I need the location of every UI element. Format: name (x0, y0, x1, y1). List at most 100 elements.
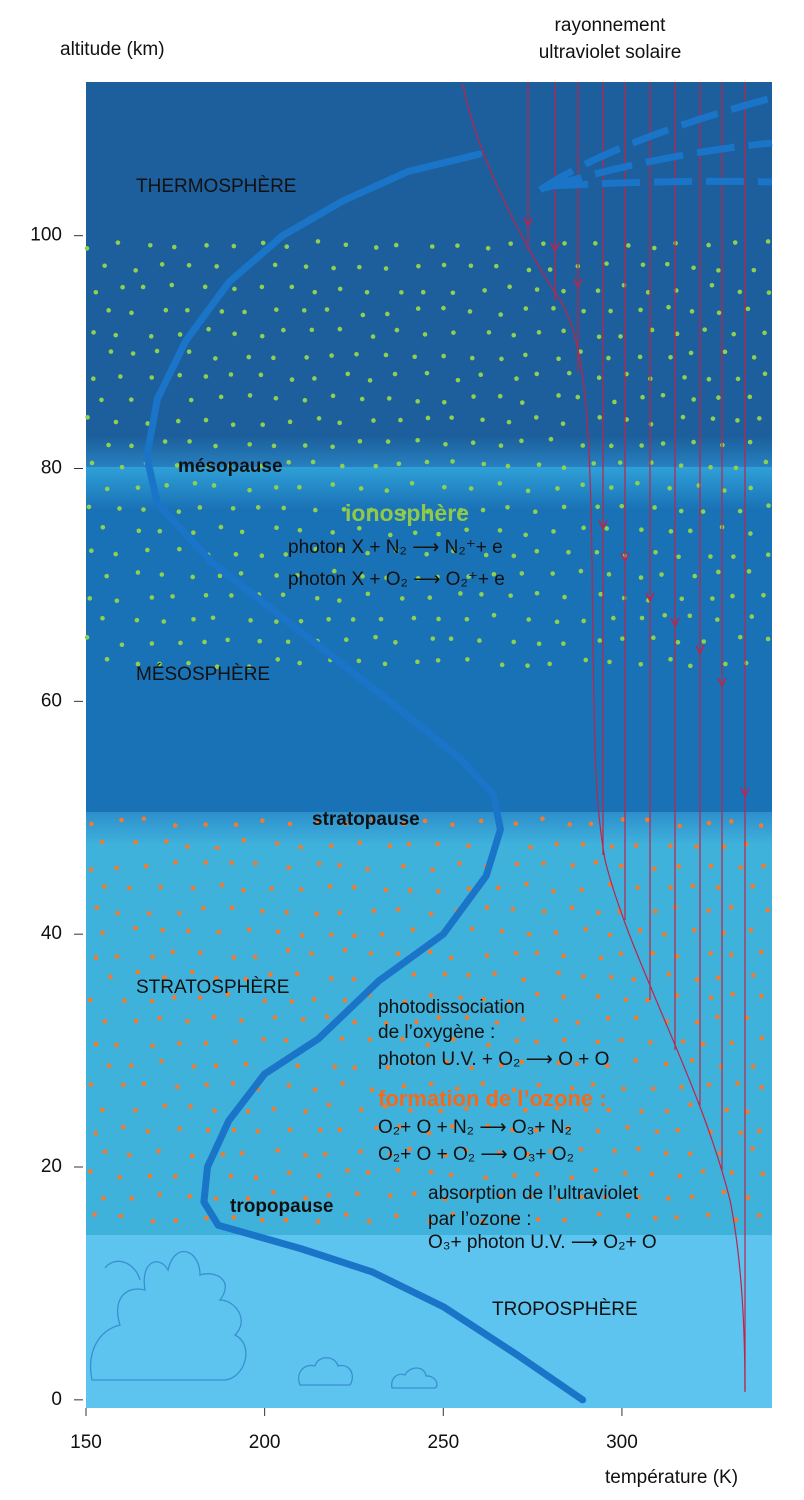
dot (449, 1123, 455, 1129)
dot (608, 308, 613, 314)
dot (511, 639, 517, 645)
dot (526, 932, 532, 937)
dot (429, 244, 435, 249)
dot (688, 663, 693, 669)
dot (633, 1058, 639, 1063)
ray-arrow (740, 787, 750, 798)
dot (536, 1082, 542, 1088)
dot (541, 241, 546, 246)
dot (626, 243, 631, 248)
dot (239, 1150, 245, 1156)
dot (399, 290, 404, 295)
dot (689, 1194, 695, 1200)
dot (581, 308, 586, 314)
dot (450, 459, 455, 464)
dot (759, 993, 764, 999)
dot (258, 372, 264, 378)
dot (662, 932, 667, 937)
dot (106, 1063, 112, 1068)
dot (730, 593, 735, 599)
dot (645, 997, 650, 1003)
annotation: TROPOSPHÈRE (492, 1299, 638, 1320)
dot (174, 463, 180, 468)
dot (579, 887, 584, 893)
dot (523, 352, 528, 358)
dot (206, 326, 211, 332)
dot (569, 1086, 575, 1091)
dot (450, 290, 456, 296)
dot (178, 640, 183, 646)
dot (606, 572, 612, 577)
dot (716, 268, 721, 273)
dot (211, 483, 217, 488)
dot (580, 443, 586, 448)
dot (289, 999, 294, 1004)
dot (422, 332, 428, 337)
dashed-extensions (538, 94, 773, 193)
dot (173, 1218, 179, 1223)
cloud (391, 1367, 438, 1389)
dot (316, 416, 322, 421)
dot (420, 289, 426, 295)
dot (87, 1169, 93, 1174)
dot (373, 463, 379, 469)
dot (561, 994, 566, 1000)
dot (653, 549, 658, 555)
dot (275, 929, 281, 934)
dot (286, 459, 292, 465)
dot (556, 1060, 561, 1066)
dot (343, 1212, 349, 1217)
dot (313, 546, 318, 552)
dot (370, 334, 376, 339)
dot (370, 817, 376, 822)
dot (408, 1108, 413, 1113)
dot (674, 331, 680, 337)
dot (668, 843, 673, 848)
dot (197, 995, 203, 1000)
dot (534, 548, 540, 554)
dot (134, 617, 140, 623)
dot (733, 465, 739, 471)
dot (444, 1060, 450, 1065)
dot (299, 933, 305, 938)
dot (694, 977, 700, 982)
dot (239, 1018, 244, 1023)
dot (247, 487, 252, 493)
dot (102, 1019, 108, 1024)
dot (386, 396, 392, 401)
dot (757, 1128, 762, 1134)
dot (766, 290, 772, 295)
dot (177, 1126, 182, 1132)
dot (304, 355, 309, 360)
dot (414, 1019, 419, 1025)
dot (583, 926, 589, 932)
dot (119, 642, 125, 648)
dot (100, 930, 105, 936)
annotation: O₃+ photon U.V. ⟶ O₂+ O (428, 1232, 657, 1253)
dot (551, 888, 556, 894)
dot (160, 927, 165, 933)
dot (756, 1213, 762, 1218)
title-line: rayonnement (555, 15, 667, 36)
dot (729, 819, 734, 824)
dot (119, 464, 125, 470)
dot (101, 1195, 106, 1201)
dot (569, 1175, 575, 1180)
dot (229, 593, 234, 598)
dot (190, 886, 196, 891)
dot (303, 1195, 308, 1201)
dot (534, 287, 540, 292)
dot (491, 612, 497, 618)
y-tick-label: 0 (51, 1389, 62, 1410)
dot (342, 998, 348, 1003)
dot (468, 263, 474, 269)
dot (554, 619, 560, 625)
dot (340, 463, 345, 469)
dot (507, 999, 512, 1005)
dot (229, 905, 235, 910)
dot (520, 1016, 526, 1022)
dot (612, 1148, 617, 1154)
dot (232, 331, 237, 337)
dot (467, 309, 473, 314)
dot (514, 376, 519, 381)
